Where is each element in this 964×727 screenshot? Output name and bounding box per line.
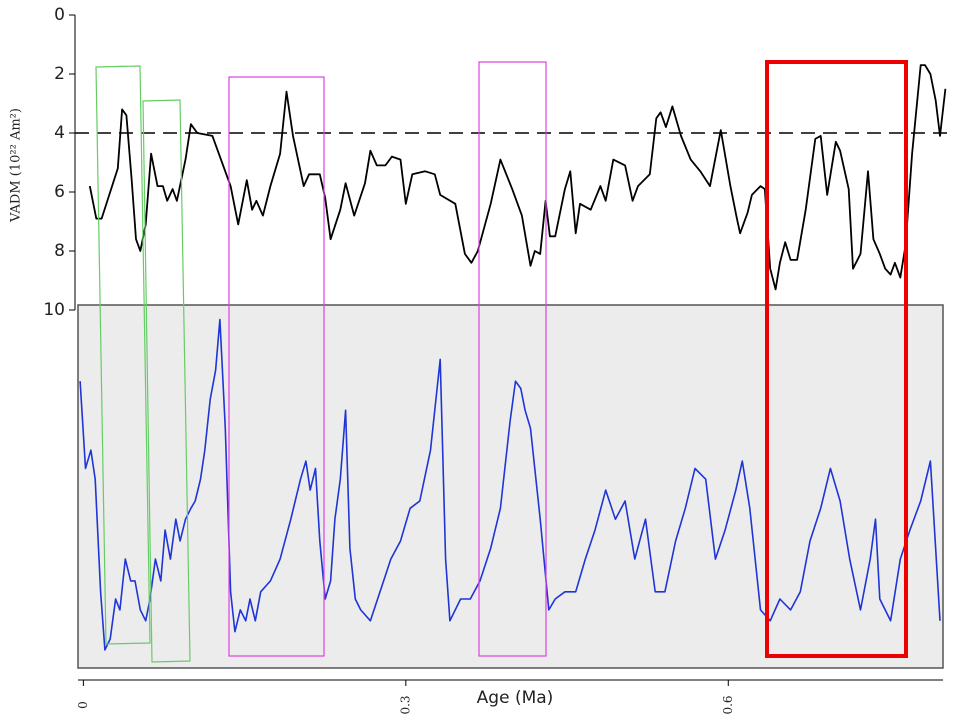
- vadm-plot: 0 2 4 6 8 10: [43, 5, 955, 320]
- highlight-boxes: [95, 60, 908, 663]
- magenta-box: [478, 61, 547, 657]
- data-line: [88, 64, 947, 291]
- y-tick-label: 8: [54, 241, 65, 261]
- red-box: [765, 60, 908, 658]
- y-axis-label: VADM (10²² Am²): [9, 108, 24, 223]
- green-box: [95, 65, 151, 645]
- x-tick-label: 0.3: [398, 695, 412, 714]
- y-tick-label: 4: [54, 123, 65, 143]
- y-tick-label: 2: [54, 64, 65, 84]
- x-tick-label: 0.6: [721, 695, 735, 714]
- data-line: [79, 318, 941, 651]
- x-tick-label: 0: [76, 701, 90, 709]
- y-tick-label: 10: [43, 300, 65, 320]
- y-tick-label: 0: [54, 5, 65, 25]
- green-box: [142, 99, 191, 663]
- lower-panel: [77, 304, 944, 669]
- y-tick-label: 6: [54, 182, 65, 202]
- proxy-plot: 0 0.3 0.6: [76, 318, 943, 715]
- x-axis-label: Age (Ma): [477, 688, 554, 708]
- magenta-box: [228, 76, 325, 657]
